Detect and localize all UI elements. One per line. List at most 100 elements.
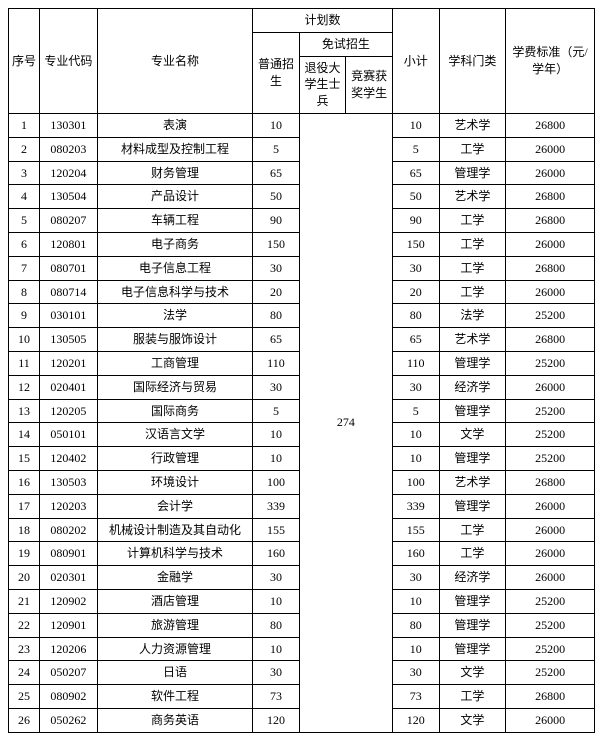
cell-seq: 4 bbox=[9, 185, 40, 209]
cell-name: 旅游管理 bbox=[97, 613, 252, 637]
cell-fee: 25200 bbox=[506, 304, 595, 328]
col-jingsai: 竞赛获奖学生 bbox=[346, 56, 393, 113]
cell-name: 金融学 bbox=[97, 566, 252, 590]
cell-seq: 3 bbox=[9, 161, 40, 185]
cell-discipline: 工学 bbox=[439, 232, 506, 256]
cell-putong: 30 bbox=[253, 256, 300, 280]
cell-seq: 19 bbox=[9, 542, 40, 566]
cell-name: 日语 bbox=[97, 661, 252, 685]
cell-name: 表演 bbox=[97, 113, 252, 137]
cell-putong: 100 bbox=[253, 470, 300, 494]
cell-subtotal: 155 bbox=[392, 518, 439, 542]
cell-code: 080207 bbox=[40, 209, 98, 233]
col-mianshi: 免试招生 bbox=[299, 32, 392, 56]
cell-fee: 25200 bbox=[506, 399, 595, 423]
cell-code: 130301 bbox=[40, 113, 98, 137]
cell-code: 020301 bbox=[40, 566, 98, 590]
col-name: 专业名称 bbox=[97, 9, 252, 114]
col-subtotal: 小计 bbox=[392, 9, 439, 114]
cell-subtotal: 65 bbox=[392, 161, 439, 185]
cell-putong: 20 bbox=[253, 280, 300, 304]
cell-discipline: 经济学 bbox=[439, 375, 506, 399]
cell-discipline: 艺术学 bbox=[439, 113, 506, 137]
cell-putong: 10 bbox=[253, 113, 300, 137]
cell-name: 商务英语 bbox=[97, 708, 252, 732]
cell-putong: 339 bbox=[253, 494, 300, 518]
cell-fee: 25200 bbox=[506, 637, 595, 661]
cell-seq: 10 bbox=[9, 328, 40, 352]
cell-name: 财务管理 bbox=[97, 161, 252, 185]
cell-code: 080203 bbox=[40, 137, 98, 161]
cell-putong: 80 bbox=[253, 304, 300, 328]
cell-code: 120205 bbox=[40, 399, 98, 423]
cell-code: 120801 bbox=[40, 232, 98, 256]
cell-discipline: 文学 bbox=[439, 423, 506, 447]
cell-putong: 65 bbox=[253, 328, 300, 352]
cell-name: 工商管理 bbox=[97, 351, 252, 375]
col-fee: 学费标准（元/学年） bbox=[506, 9, 595, 114]
cell-name: 国际经济与贸易 bbox=[97, 375, 252, 399]
table-header: 序号 专业代码 专业名称 计划数 小计 学科门类 学费标准（元/学年） 普通招生… bbox=[9, 9, 595, 114]
cell-seq: 14 bbox=[9, 423, 40, 447]
cell-fee: 26000 bbox=[506, 542, 595, 566]
cell-discipline: 管理学 bbox=[439, 351, 506, 375]
cell-name: 会计学 bbox=[97, 494, 252, 518]
col-putong: 普通招生 bbox=[253, 32, 300, 113]
cell-seq: 20 bbox=[9, 566, 40, 590]
cell-discipline: 工学 bbox=[439, 542, 506, 566]
cell-putong: 30 bbox=[253, 566, 300, 590]
cell-discipline: 工学 bbox=[439, 685, 506, 709]
table-body: 1130301表演1027410艺术学268002080203材料成型及控制工程… bbox=[9, 113, 595, 732]
cell-seq: 21 bbox=[9, 589, 40, 613]
cell-putong: 120 bbox=[253, 708, 300, 732]
cell-subtotal: 339 bbox=[392, 494, 439, 518]
cell-seq: 12 bbox=[9, 375, 40, 399]
cell-fee: 26000 bbox=[506, 518, 595, 542]
table-row: 1130301表演1027410艺术学26800 bbox=[9, 113, 595, 137]
cell-discipline: 管理学 bbox=[439, 161, 506, 185]
cell-code: 120201 bbox=[40, 351, 98, 375]
cell-seq: 18 bbox=[9, 518, 40, 542]
cell-seq: 25 bbox=[9, 685, 40, 709]
cell-seq: 6 bbox=[9, 232, 40, 256]
cell-discipline: 管理学 bbox=[439, 494, 506, 518]
cell-name: 软件工程 bbox=[97, 685, 252, 709]
cell-discipline: 文学 bbox=[439, 708, 506, 732]
cell-name: 法学 bbox=[97, 304, 252, 328]
cell-fee: 26800 bbox=[506, 256, 595, 280]
cell-code: 080714 bbox=[40, 280, 98, 304]
cell-subtotal: 10 bbox=[392, 637, 439, 661]
col-plan: 计划数 bbox=[253, 9, 393, 33]
cell-seq: 23 bbox=[9, 637, 40, 661]
col-tuiyi: 退役大学生士兵 bbox=[299, 56, 346, 113]
cell-discipline: 管理学 bbox=[439, 637, 506, 661]
cell-subtotal: 10 bbox=[392, 589, 439, 613]
cell-fee: 26800 bbox=[506, 685, 595, 709]
cell-code: 080202 bbox=[40, 518, 98, 542]
cell-putong: 30 bbox=[253, 375, 300, 399]
cell-discipline: 艺术学 bbox=[439, 470, 506, 494]
cell-seq: 17 bbox=[9, 494, 40, 518]
cell-fee: 25200 bbox=[506, 589, 595, 613]
cell-seq: 15 bbox=[9, 447, 40, 471]
cell-seq: 24 bbox=[9, 661, 40, 685]
cell-discipline: 工学 bbox=[439, 209, 506, 233]
cell-fee: 26800 bbox=[506, 470, 595, 494]
cell-fee: 26800 bbox=[506, 113, 595, 137]
cell-seq: 5 bbox=[9, 209, 40, 233]
cell-subtotal: 30 bbox=[392, 566, 439, 590]
cell-seq: 2 bbox=[9, 137, 40, 161]
cell-name: 电子信息科学与技术 bbox=[97, 280, 252, 304]
col-code: 专业代码 bbox=[40, 9, 98, 114]
cell-putong: 90 bbox=[253, 209, 300, 233]
cell-fee: 25200 bbox=[506, 661, 595, 685]
cell-fee: 26000 bbox=[506, 232, 595, 256]
cell-code: 130505 bbox=[40, 328, 98, 352]
cell-seq: 22 bbox=[9, 613, 40, 637]
cell-fee: 26000 bbox=[506, 494, 595, 518]
cell-putong: 5 bbox=[253, 399, 300, 423]
cell-fee: 26000 bbox=[506, 375, 595, 399]
cell-name: 人力资源管理 bbox=[97, 637, 252, 661]
cell-name: 酒店管理 bbox=[97, 589, 252, 613]
cell-subtotal: 90 bbox=[392, 209, 439, 233]
